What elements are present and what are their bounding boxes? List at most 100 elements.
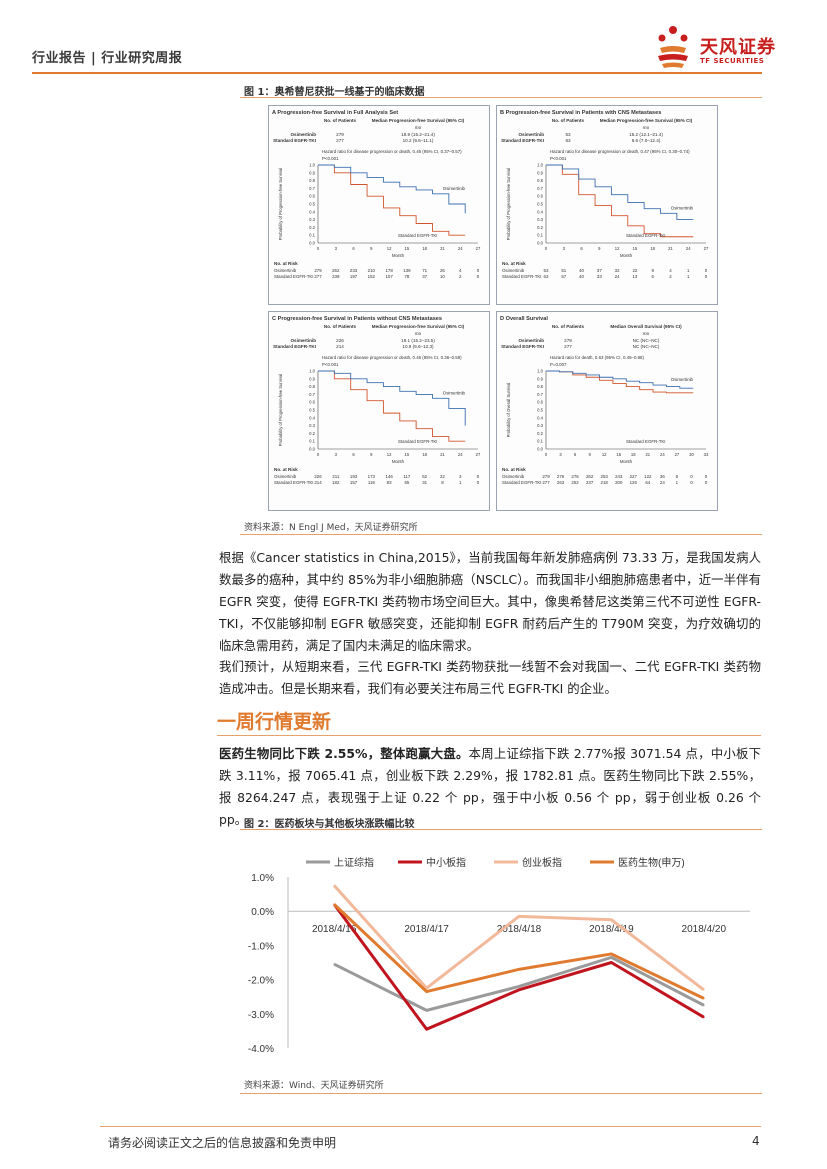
km-ytick: 0.8 — [537, 384, 543, 389]
data-point — [425, 990, 428, 993]
km-ytick: 0.9 — [309, 170, 315, 175]
km-ytick: 0.4 — [537, 209, 543, 214]
km-xtick: 0 — [545, 452, 548, 457]
km-row-median: 10.9 (9.6–12.3) — [402, 344, 434, 349]
km-row-n: 277 — [564, 344, 572, 349]
legend-label: 医药生物(申万) — [618, 856, 685, 869]
km-ytick: 1.0 — [309, 163, 315, 168]
km-xtick: 12 — [602, 452, 607, 457]
km-ylabel: Probability of Progression-free Survival — [278, 168, 283, 240]
km-risk-osi-value: 4 — [669, 268, 672, 273]
km-ytick: 0.6 — [309, 400, 315, 405]
km-xtick: 27 — [476, 452, 481, 457]
figure1-bottom-divider — [240, 534, 762, 535]
km-ytick: 0.8 — [309, 384, 315, 389]
km-ytick: 0.8 — [309, 178, 315, 183]
km-risk-osi-value: 117 — [403, 474, 411, 479]
km-ylabel: Probability of Overall Survival — [506, 383, 511, 438]
km-ytick: 0.0 — [309, 447, 315, 452]
km-risk-std-value: 78 — [404, 274, 409, 279]
km-risk-std-value: 218 — [601, 480, 609, 485]
km-xtick: 15 — [405, 452, 410, 457]
km-risk-label: No. at Risk — [502, 467, 526, 472]
km-risk-osi-value: 226 — [314, 474, 322, 479]
y-tick-label: 1.0% — [251, 873, 274, 884]
km-unit: mo — [415, 331, 422, 336]
km-curve-osimertinib — [318, 164, 466, 214]
km-risk-std-value: 252 — [571, 480, 579, 485]
km-xtick: 0 — [545, 246, 548, 251]
km-ytick: 1.0 — [309, 369, 315, 374]
km-xlabel: Month — [392, 253, 405, 258]
km-row-median: 19.1 (15.2–23.5) — [401, 338, 435, 343]
km-ytick: 0.2 — [537, 431, 543, 436]
km-col-patients: No. of Patients — [324, 324, 357, 329]
km-risk-osi-value: 262 — [586, 474, 594, 479]
km-risk-osi-value: 0 — [690, 474, 693, 479]
km-risk-osi-value: 139 — [403, 268, 411, 273]
km-unit: mo — [415, 125, 422, 130]
km-ytick: 0.7 — [309, 186, 315, 191]
km-label-osimertinib: Osimertinib — [671, 205, 694, 210]
km-xtick: 9 — [588, 452, 591, 457]
km-xtick: 6 — [352, 246, 355, 251]
km-xtick: 27 — [704, 246, 709, 251]
km-risk-osi-value: 178 — [385, 268, 393, 273]
km-row-median: 15.2 (12.1–21.4) — [629, 132, 663, 137]
km-ytick: 0.2 — [309, 225, 315, 230]
legend-label: 中小板指 — [426, 856, 466, 869]
km-ytick: 0.2 — [309, 431, 315, 436]
km-label-standard: Standard EGFR-TKI — [398, 233, 438, 238]
km-ytick: 0.3 — [537, 217, 543, 222]
km-ytick: 0.5 — [537, 202, 543, 207]
km-p-value: P<0.001 — [322, 156, 339, 161]
km-risk-osi-value: 3 — [459, 474, 462, 479]
km-risk-osi-name: Osimertinib — [274, 268, 297, 273]
km-ytick: 0.3 — [309, 423, 315, 428]
km-p-value: P<0.001 — [322, 362, 339, 367]
km-risk-std-value: 40 — [579, 274, 584, 279]
km-risk-std-value: 24 — [660, 480, 665, 485]
km-hazard-ratio: Hazard ratio for death, 0.63 (95% CI, 0.… — [550, 355, 645, 360]
legend-label: 上证综指 — [334, 856, 374, 869]
km-risk-osi-value: 233 — [350, 268, 358, 273]
km-xtick: 24 — [660, 452, 665, 457]
km-risk-osi-value: 4 — [459, 268, 462, 273]
km-risk-std-value: 277 — [542, 480, 550, 485]
km-xtick: 30 — [689, 452, 694, 457]
km-risk-osi-value: 243 — [615, 474, 623, 479]
km-row-n: 279 — [336, 132, 344, 137]
km-risk-std-value: 57 — [561, 274, 566, 279]
km-risk-osi-value: 6 — [676, 474, 679, 479]
km-col-median: Median Progression-free Survival (95% CI… — [600, 118, 693, 123]
km-ytick: 0.0 — [537, 447, 543, 452]
data-point — [425, 1009, 428, 1012]
km-risk-osi-value: 53 — [544, 268, 549, 273]
km-risk-std-value: 63 — [544, 274, 549, 279]
km-risk-osi-value: 262 — [332, 268, 340, 273]
km-row-name: Osimertinib — [518, 338, 544, 343]
km-figure: A Progression-free Survival in Full Anal… — [268, 105, 718, 511]
km-risk-std-value: 2 — [459, 274, 462, 279]
km-risk-std-value: 0 — [477, 274, 480, 279]
km-risk-std-value: 13 — [632, 274, 637, 279]
km-risk-osi-value: 9 — [651, 268, 654, 273]
data-point — [610, 953, 613, 955]
km-label-osimertinib: Osimertinib — [671, 377, 694, 382]
km-row-n: 214 — [336, 344, 344, 349]
km-row-name: Standard EGFR-TKI — [501, 344, 544, 349]
km-risk-std-value: 37 — [422, 274, 427, 279]
km-risk-osi-value: 40 — [579, 268, 584, 273]
km-row-name: Standard EGFR-TKI — [273, 344, 316, 349]
km-risk-label: No. at Risk — [502, 261, 526, 266]
header-divider — [32, 72, 762, 74]
page-number: 4 — [752, 1134, 760, 1148]
km-ytick: 0.2 — [537, 225, 543, 230]
km-hazard-ratio: Hazard ratio for disease progression or … — [550, 149, 690, 154]
km-ytick: 0.5 — [309, 202, 315, 207]
km-risk-label: No. at Risk — [274, 467, 298, 472]
km-panel-title: A Progression-free Survival in Full Anal… — [272, 110, 398, 116]
km-risk-std-value: 152 — [368, 274, 376, 279]
km-risk-osi-value: 146 — [385, 474, 393, 479]
legend-label: 创业板指 — [522, 856, 562, 869]
